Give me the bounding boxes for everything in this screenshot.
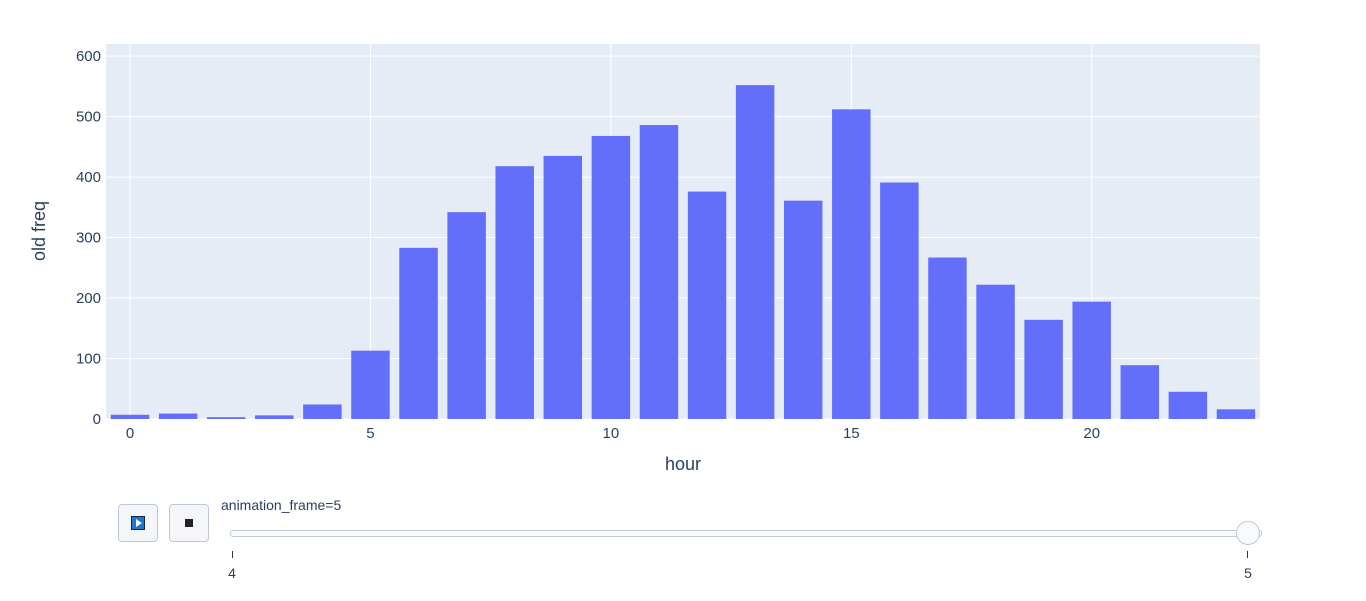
play-icon bbox=[131, 516, 145, 530]
x-axis-title: hour bbox=[665, 454, 701, 474]
bar-hour-11 bbox=[639, 125, 679, 419]
x-tick-label: 20 bbox=[1083, 425, 1100, 442]
bar-hour-6 bbox=[399, 247, 438, 419]
bar-hour-19 bbox=[1024, 319, 1063, 419]
x-tick-label: 15 bbox=[843, 425, 860, 442]
y-tick-label: 0 bbox=[93, 411, 101, 428]
x-tick-label: 5 bbox=[366, 425, 374, 442]
bar-hour-0 bbox=[110, 414, 150, 419]
slider-rail[interactable] bbox=[230, 530, 1262, 537]
bar-hour-18 bbox=[976, 284, 1015, 419]
bar-hour-2 bbox=[206, 417, 246, 419]
bar-hour-12 bbox=[687, 191, 727, 419]
bar-hour-10 bbox=[591, 135, 631, 419]
slider-handle[interactable] bbox=[1236, 521, 1260, 545]
y-tick-label: 200 bbox=[76, 290, 101, 307]
bar-hour-17 bbox=[928, 257, 967, 419]
y-axis-title: old freq bbox=[29, 201, 49, 261]
bar-hour-13 bbox=[735, 85, 775, 420]
bar-hour-3 bbox=[255, 415, 294, 419]
x-axis-ticks: 0 5 10 15 20 bbox=[126, 425, 1100, 442]
x-tick-label: 0 bbox=[126, 425, 134, 442]
play-button[interactable] bbox=[118, 504, 158, 542]
bar-hour-14 bbox=[783, 200, 823, 419]
bar-hour-5 bbox=[351, 350, 390, 419]
y-tick-label: 400 bbox=[76, 169, 101, 186]
slider-tick-5 bbox=[1247, 551, 1248, 558]
slider-step-label[interactable]: 4 bbox=[228, 565, 236, 581]
slider-current-label: animation_frame=5 bbox=[221, 497, 342, 513]
bars bbox=[110, 85, 1256, 420]
slider-tick-4 bbox=[232, 551, 233, 558]
bar-hour-22 bbox=[1168, 391, 1208, 419]
bar-hour-9 bbox=[543, 155, 583, 420]
bar-hour-4 bbox=[303, 404, 342, 419]
bar-hour-21 bbox=[1120, 365, 1160, 419]
stop-icon bbox=[185, 519, 193, 527]
y-axis-ticks: 0 100 200 300 400 500 600 bbox=[76, 48, 101, 428]
slider-step-label[interactable]: 5 bbox=[1244, 565, 1252, 581]
bar-hour-16 bbox=[880, 182, 919, 419]
plot-area bbox=[106, 44, 1260, 419]
bar-hour-8 bbox=[495, 166, 534, 419]
y-tick-label: 100 bbox=[76, 351, 101, 368]
stop-button[interactable] bbox=[169, 504, 209, 542]
y-tick-label: 300 bbox=[76, 230, 101, 247]
y-tick-label: 500 bbox=[76, 109, 101, 126]
bar-hour-20 bbox=[1072, 301, 1111, 419]
bar-hour-7 bbox=[447, 212, 486, 419]
bar-hour-23 bbox=[1216, 409, 1256, 419]
bar-hour-15 bbox=[832, 109, 871, 420]
x-tick-label: 10 bbox=[603, 425, 620, 442]
y-tick-label: 600 bbox=[76, 48, 101, 65]
bar-hour-1 bbox=[158, 413, 198, 419]
